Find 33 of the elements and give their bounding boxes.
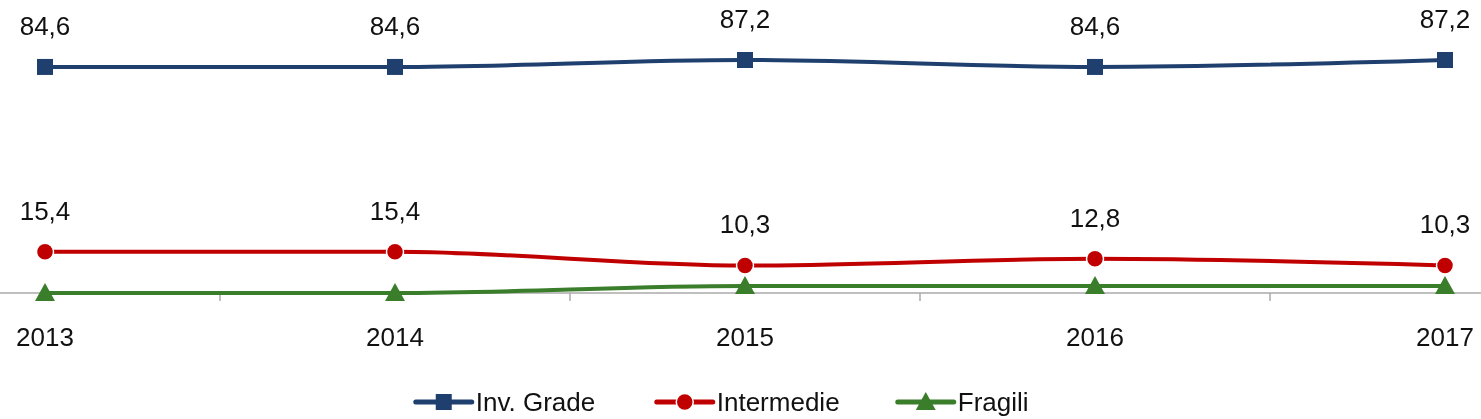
point	[387, 58, 403, 75]
data-label: 84,6	[369, 10, 421, 41]
data-label: 87,2	[719, 4, 771, 34]
point	[35, 283, 55, 301]
data-label: 15,4	[19, 195, 71, 226]
x-tick-label: 2015	[716, 322, 774, 352]
point	[1085, 249, 1105, 269]
point	[385, 283, 405, 301]
data-label: 12,8	[1069, 202, 1121, 233]
point	[735, 276, 755, 295]
x-tick-label: 2013	[16, 322, 74, 352]
data-label: 10,3	[719, 209, 771, 240]
x-tick-label: 2014	[366, 322, 424, 352]
legend-label: Intermedie	[716, 387, 840, 417]
point	[37, 58, 53, 75]
point	[35, 242, 55, 262]
data-label: 10,3	[1419, 209, 1471, 240]
point	[1437, 52, 1453, 68]
point	[1085, 276, 1105, 295]
x-tick-label: 2016	[1066, 322, 1124, 352]
data-label: 15,4	[369, 195, 421, 226]
data-label: 87,2	[1419, 4, 1471, 34]
data-label: 84,6	[19, 10, 71, 41]
point	[1435, 256, 1455, 275]
data-label: 84,6	[1069, 10, 1121, 41]
point	[737, 52, 753, 68]
point	[735, 256, 755, 275]
legend-label: Fragili	[957, 387, 1029, 417]
point	[1087, 58, 1103, 75]
point	[1435, 276, 1455, 295]
x-tick-label: 2017	[1416, 322, 1474, 352]
legend-label: Inv. Grade	[475, 387, 596, 417]
point	[385, 242, 405, 262]
